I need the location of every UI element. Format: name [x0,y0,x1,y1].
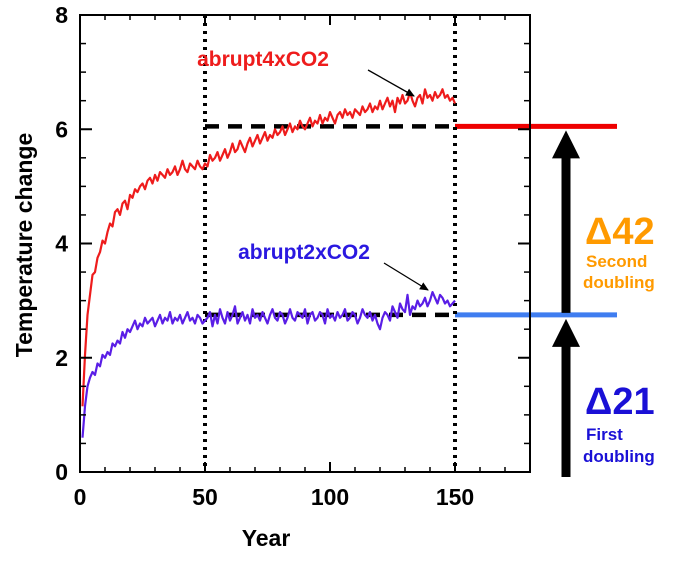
delta21-subtitle-line1: First [586,425,623,444]
delta21-label: Δ21 [585,381,655,423]
y-tick-label: 2 [55,345,68,371]
callout-arrow-abrupt2xco2 [383,262,429,291]
y-axis-title: Temperature change [11,133,37,358]
delta42-arrow-head [552,130,580,159]
y-tick-label: 8 [55,2,68,28]
callout-arrow-abrupt4xco2 [367,69,415,97]
series-label-abrupt4xco2: abrupt4xCO2 [197,48,329,71]
x-axis-title: Year [242,525,291,551]
delta21-subtitle-line2: doubling [583,447,655,466]
delta21-arrow-head [552,318,580,347]
series-line-abrupt4xco2 [81,88,457,407]
series-line-abrupt2xco2 [81,291,456,438]
delta42-subtitle-line2: doubling [583,273,655,292]
y-tick-label: 4 [55,231,68,257]
series-label-abrupt2xco2: abrupt2xCO2 [238,241,370,264]
y-tick-label: 6 [55,116,68,142]
x-tick-label: 150 [436,484,474,510]
x-tick-label: 100 [311,484,349,510]
x-tick-label: 50 [192,484,218,510]
delta42-label: Δ42 [585,211,655,253]
delta42-subtitle-line1: Second [586,252,647,271]
y-tick-label: 0 [55,459,68,485]
x-tick-label: 0 [74,484,87,510]
